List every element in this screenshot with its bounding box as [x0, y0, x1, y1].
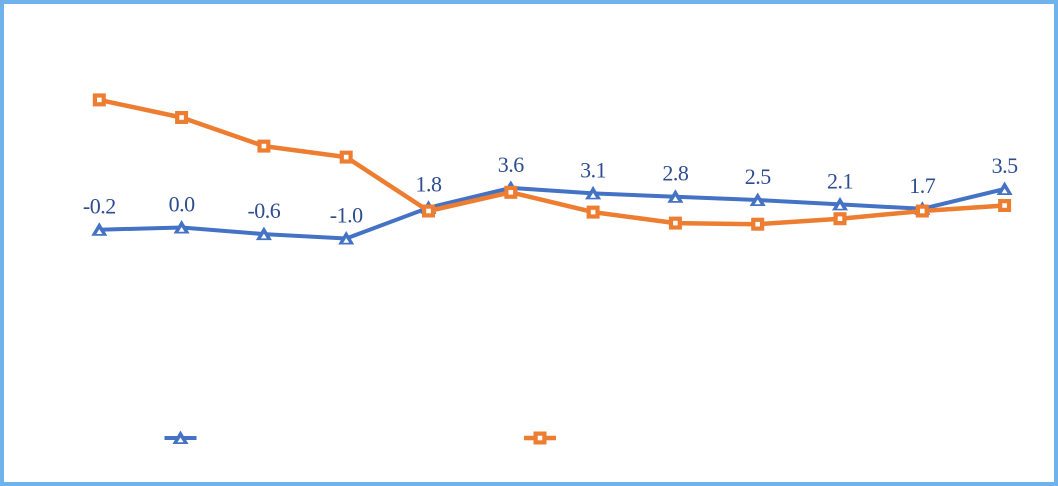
square-marker-center [920, 208, 925, 214]
data-label: 2.5 [745, 164, 772, 189]
triangle-marker [91, 222, 108, 236]
orange-square-series-line [97, 97, 1007, 227]
orange-square-series-group [92, 93, 1012, 231]
triangle-marker-center [96, 229, 103, 234]
square-marker-center [97, 97, 102, 103]
data-label: 1.7 [909, 173, 936, 198]
triangle-marker [749, 192, 766, 206]
data-label: 3.6 [498, 152, 525, 177]
square-marker-center [179, 115, 184, 120]
triangle-marker [996, 181, 1013, 195]
triangle-marker-center [177, 437, 184, 443]
square-marker-center [755, 221, 760, 227]
blue-triangle-series-line [97, 185, 1007, 241]
square-marker-center [343, 154, 349, 160]
data-label: -0.2 [83, 194, 116, 219]
square-marker-center [261, 143, 267, 149]
triangle-marker [338, 231, 355, 245]
data-label: -0.6 [247, 198, 280, 223]
square-marker-center [673, 220, 678, 226]
triangle-marker [173, 220, 190, 234]
triangle-marker [832, 196, 848, 211]
triangle-marker-center [590, 192, 597, 198]
triangle-marker-center [343, 238, 350, 243]
triangle-marker-center [754, 199, 761, 205]
triangle-marker [667, 189, 684, 203]
square-marker-center [426, 208, 431, 214]
triangle-marker [172, 430, 189, 444]
triangle-marker-center [178, 227, 185, 232]
triangle-marker-center [837, 203, 843, 209]
square-marker-center [837, 216, 843, 221]
triangle-marker-center [672, 196, 679, 201]
triangle-marker [255, 226, 272, 241]
data-label: -1.0 [330, 203, 363, 228]
blue-triangle-series-group [91, 180, 1013, 245]
data-label: 3.5 [992, 153, 1019, 178]
square-marker-center [537, 435, 543, 441]
triangle-marker [585, 185, 602, 200]
legend-entry-orange-square-series [524, 431, 556, 445]
chart-legend [164, 430, 556, 445]
triangle-marker-center [260, 233, 267, 239]
data-label: 1.8 [416, 172, 443, 197]
triangle-marker-center [1001, 188, 1008, 194]
line-chart: -0.2 0.0 -0.6 -1.0 1.8 3.6 3.1 2.8 2.5 2.1 1.7 3.5 [83, 93, 1019, 445]
data-label: 3.1 [580, 157, 606, 182]
square-marker-center [1002, 203, 1007, 208]
data-label: 2.8 [662, 161, 689, 186]
data-label: 2.1 [827, 168, 853, 193]
legend-entry-blue-triangle-series [164, 430, 197, 444]
data-label: 0.0 [169, 192, 196, 217]
data-labels-group: -0.2 0.0 -0.6 -1.0 1.8 3.6 3.1 2.8 2.5 2.1 1.7 3.5 [83, 152, 1019, 228]
square-marker-center [508, 190, 514, 195]
square-marker-center [590, 209, 596, 215]
